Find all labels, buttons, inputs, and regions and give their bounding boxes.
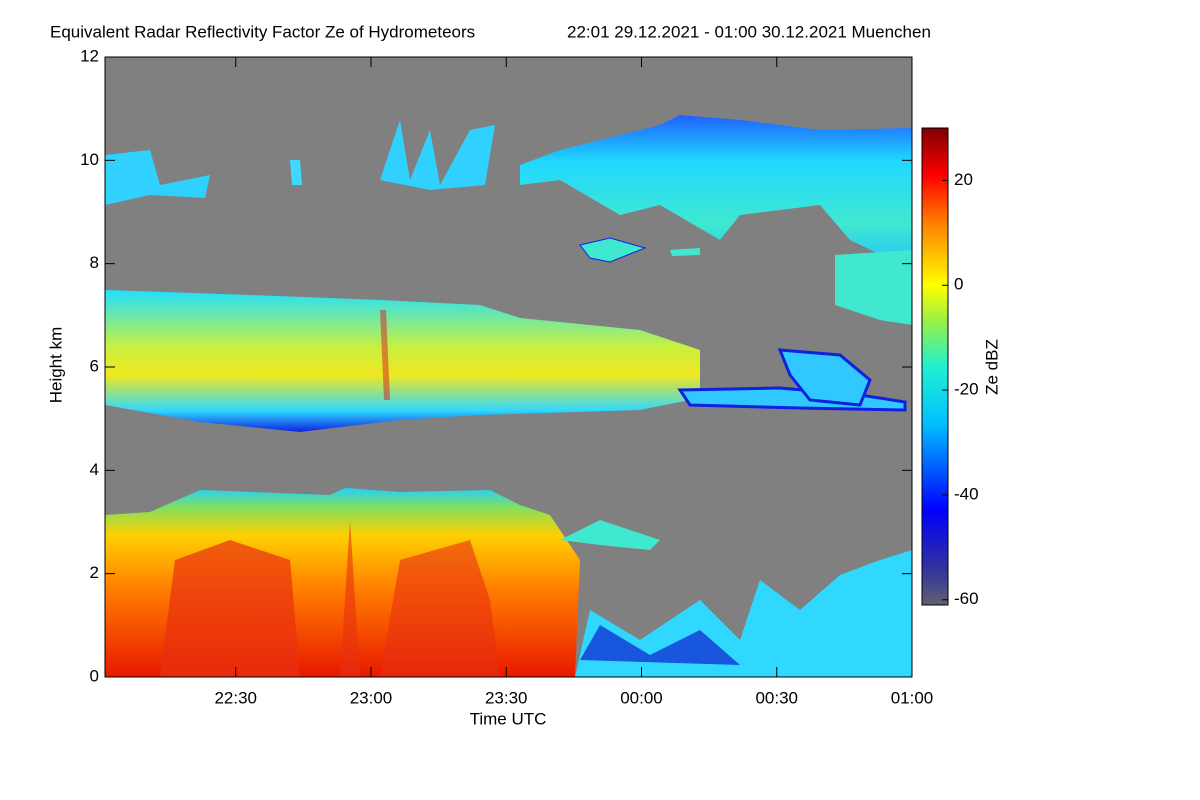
x-tick-label: 23:00: [350, 688, 393, 707]
x-tick-label: 01:00: [891, 688, 934, 707]
y-tick-label: 6: [90, 356, 99, 375]
chart-subtitle: 22:01 29.12.2021 - 01:00 30.12.2021 Muen…: [567, 22, 931, 41]
x-axis-title: Time UTC: [470, 709, 547, 728]
colorbar: [921, 127, 949, 606]
y-tick-label: 0: [90, 666, 99, 685]
y-tick-label: 4: [90, 460, 99, 479]
echo-field: [105, 115, 912, 677]
y-tick-label: 8: [90, 253, 99, 272]
y-tick-label: 12: [80, 46, 99, 65]
colorbar-tick-label: -20: [954, 380, 979, 399]
x-tick-label: 00:00: [620, 688, 663, 707]
x-tick-label: 23:30: [485, 688, 528, 707]
y-tick-label: 2: [90, 563, 99, 582]
x-tick-label: 22:30: [214, 688, 257, 707]
colorbar-tick-label: 0: [954, 275, 963, 294]
chart-title: Equivalent Radar Reflectivity Factor Ze …: [50, 22, 475, 41]
x-tick-label: 00:30: [755, 688, 798, 707]
colorbar-tick-label: 20: [954, 170, 973, 189]
colorbar-tick-label: -40: [954, 484, 979, 503]
colorbar-title: Ze dBZ: [982, 339, 1001, 395]
y-axis-title: Height km: [46, 327, 65, 404]
colorbar-tick-label: -60: [954, 589, 979, 608]
y-tick-label: 10: [80, 150, 99, 169]
